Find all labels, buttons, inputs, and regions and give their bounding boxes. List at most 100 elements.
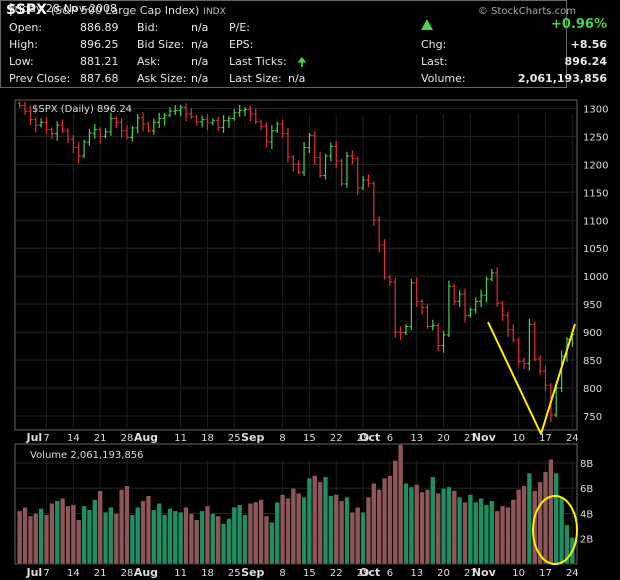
x-tick-label: Aug: [134, 566, 158, 579]
volume-bar: [188, 513, 194, 565]
bid-label: Bid:: [137, 21, 159, 34]
brand-label[interactable]: © StockCharts.com: [477, 6, 576, 17]
quote-date: Friday 28-Nov-2008: [9, 2, 117, 15]
pe-label: P/E:: [229, 21, 250, 34]
price-grid: [15, 107, 577, 430]
x-tick-label: 11: [174, 568, 187, 579]
volume-bar: [280, 494, 286, 565]
high-label: High:: [9, 38, 38, 51]
volume-bar: [194, 519, 200, 565]
volume-bar: [478, 498, 484, 565]
volume-bar: [38, 508, 44, 565]
x-tick-label: 28: [121, 568, 134, 579]
volume-bar: [473, 501, 479, 565]
high-value: 896.25: [80, 38, 119, 51]
volume-bar: [317, 481, 323, 565]
symbol: $SPX: [6, 2, 47, 18]
x-tick-label: 20: [437, 433, 450, 444]
x-tick-label: 18: [201, 433, 214, 444]
volume-bar: [344, 496, 350, 565]
volume-axis: 2B 4B 6B 8B: [580, 459, 593, 546]
x-tick-label: 25: [228, 568, 241, 579]
volume-bar: [424, 489, 431, 565]
volume-bar: [156, 503, 162, 565]
volume-bar: [97, 490, 103, 565]
volume-bar: [285, 498, 291, 565]
volume-bar: [178, 512, 184, 565]
volume-bar: [263, 515, 270, 565]
price-chart-title: $SPX (Daily) 896.24: [32, 104, 132, 115]
volume-bar: [199, 510, 205, 565]
volume-bar: [451, 490, 457, 565]
low-label: Low:: [9, 55, 34, 68]
open-value: 886.89: [80, 21, 119, 34]
volume-bar: [210, 513, 216, 565]
volume-bar: [151, 509, 157, 565]
volume-bar: [183, 506, 189, 565]
x-tick-label: 20: [437, 568, 450, 579]
volume-bar: [376, 489, 382, 565]
x-tick-label: 27: [464, 433, 477, 444]
annotation-ellipse: [532, 495, 578, 565]
volume-bar: [526, 472, 532, 565]
price-tick-label: 1050: [583, 244, 608, 255]
volume-bar: [81, 505, 87, 565]
x-tick-label: 8: [279, 433, 285, 444]
chg-value: +8.56: [570, 38, 607, 51]
x-tick-label: 28: [121, 433, 134, 444]
x-tick-label: 25: [228, 433, 241, 444]
volume-bar: [129, 514, 135, 565]
open-label: Open:: [9, 21, 43, 34]
last-size-label: Last Size:: [229, 72, 282, 85]
x-tick-label: 10: [512, 433, 525, 444]
volume-bar: [306, 477, 312, 565]
volume-bar: [296, 493, 302, 565]
volume-panel: [14, 443, 578, 565]
volume-value: 2,061,193,856: [517, 72, 607, 85]
x-tick-label: 22: [330, 568, 343, 579]
bid-size-label: Bid Size:: [137, 38, 185, 51]
volume-bar: [521, 485, 527, 565]
volume-bar: [274, 501, 280, 565]
volume-bar: [76, 519, 82, 565]
x-tick-label: 29: [357, 433, 370, 444]
volume-bar: [290, 488, 296, 565]
volume-bar: [328, 495, 334, 565]
volume-tick-label: 6B: [580, 484, 593, 495]
low-value: 881.21: [80, 55, 119, 68]
volume-bar: [371, 482, 377, 565]
volume-bar: [548, 458, 554, 565]
volume-bar: [559, 496, 565, 565]
x-tick-label: Aug: [134, 431, 158, 444]
volume-bar: [102, 512, 109, 565]
price-tick-label: 900: [583, 328, 602, 339]
volume-bar: [542, 471, 549, 565]
volume-tick-label: 4B: [580, 509, 593, 520]
x-tick-label: 17: [539, 433, 552, 444]
volume-bar: [499, 505, 506, 565]
volume-bar: [553, 472, 559, 565]
x-tick-label: Nov: [472, 431, 497, 444]
x-tick-label: Oct: [359, 431, 380, 444]
up-tick-arrow-icon: 🠉: [297, 55, 307, 69]
annotation-line-up: [540, 323, 576, 435]
volume-bar: [54, 500, 60, 565]
price-tick-label: 1250: [583, 132, 608, 143]
x-tick-label: Jul: [26, 566, 43, 579]
volume-bar: [70, 504, 76, 565]
volume-tick-label: 2B: [580, 535, 593, 546]
price-tick-label: 1200: [583, 160, 608, 171]
ask-value: n/a: [191, 55, 209, 68]
volume-bar: [392, 460, 398, 565]
volume-bar: [339, 500, 345, 565]
volume-bar: [92, 499, 98, 565]
volume-bar: [333, 494, 339, 565]
volume-bar: [237, 504, 243, 565]
volume-bar: [365, 496, 372, 565]
quote-panel: Friday 28-Nov-2008 Open: 886.89 High: 89…: [0, 0, 607, 88]
x-tick-label: 18: [201, 568, 214, 579]
volume-bar: [60, 498, 66, 565]
x-tick-label: 27: [464, 568, 477, 579]
volume-bar: [516, 489, 522, 565]
x-tick-label: 10: [512, 568, 525, 579]
